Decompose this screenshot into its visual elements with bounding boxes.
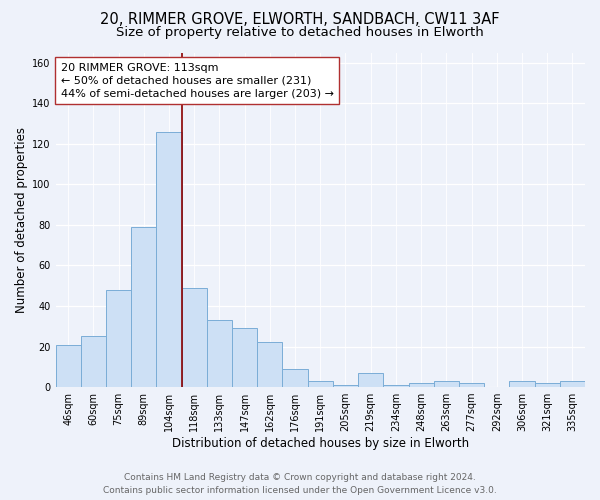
Bar xyxy=(232,328,257,387)
Bar xyxy=(207,320,232,387)
Text: Contains HM Land Registry data © Crown copyright and database right 2024.
Contai: Contains HM Land Registry data © Crown c… xyxy=(103,474,497,495)
Bar xyxy=(56,344,81,387)
Bar xyxy=(358,373,383,387)
X-axis label: Distribution of detached houses by size in Elworth: Distribution of detached houses by size … xyxy=(172,437,469,450)
Bar xyxy=(257,342,283,387)
Y-axis label: Number of detached properties: Number of detached properties xyxy=(15,127,28,313)
Bar xyxy=(535,383,560,387)
Bar xyxy=(106,290,131,387)
Bar xyxy=(459,383,484,387)
Bar xyxy=(409,383,434,387)
Text: 20 RIMMER GROVE: 113sqm
← 50% of detached houses are smaller (231)
44% of semi-d: 20 RIMMER GROVE: 113sqm ← 50% of detache… xyxy=(61,62,334,99)
Bar xyxy=(131,227,157,387)
Bar xyxy=(157,132,182,387)
Text: 20, RIMMER GROVE, ELWORTH, SANDBACH, CW11 3AF: 20, RIMMER GROVE, ELWORTH, SANDBACH, CW1… xyxy=(100,12,500,28)
Bar xyxy=(333,385,358,387)
Bar xyxy=(81,336,106,387)
Bar xyxy=(283,369,308,387)
Bar xyxy=(509,381,535,387)
Text: Size of property relative to detached houses in Elworth: Size of property relative to detached ho… xyxy=(116,26,484,39)
Bar xyxy=(560,381,585,387)
Bar xyxy=(182,288,207,387)
Bar xyxy=(434,381,459,387)
Bar xyxy=(383,385,409,387)
Bar xyxy=(308,381,333,387)
